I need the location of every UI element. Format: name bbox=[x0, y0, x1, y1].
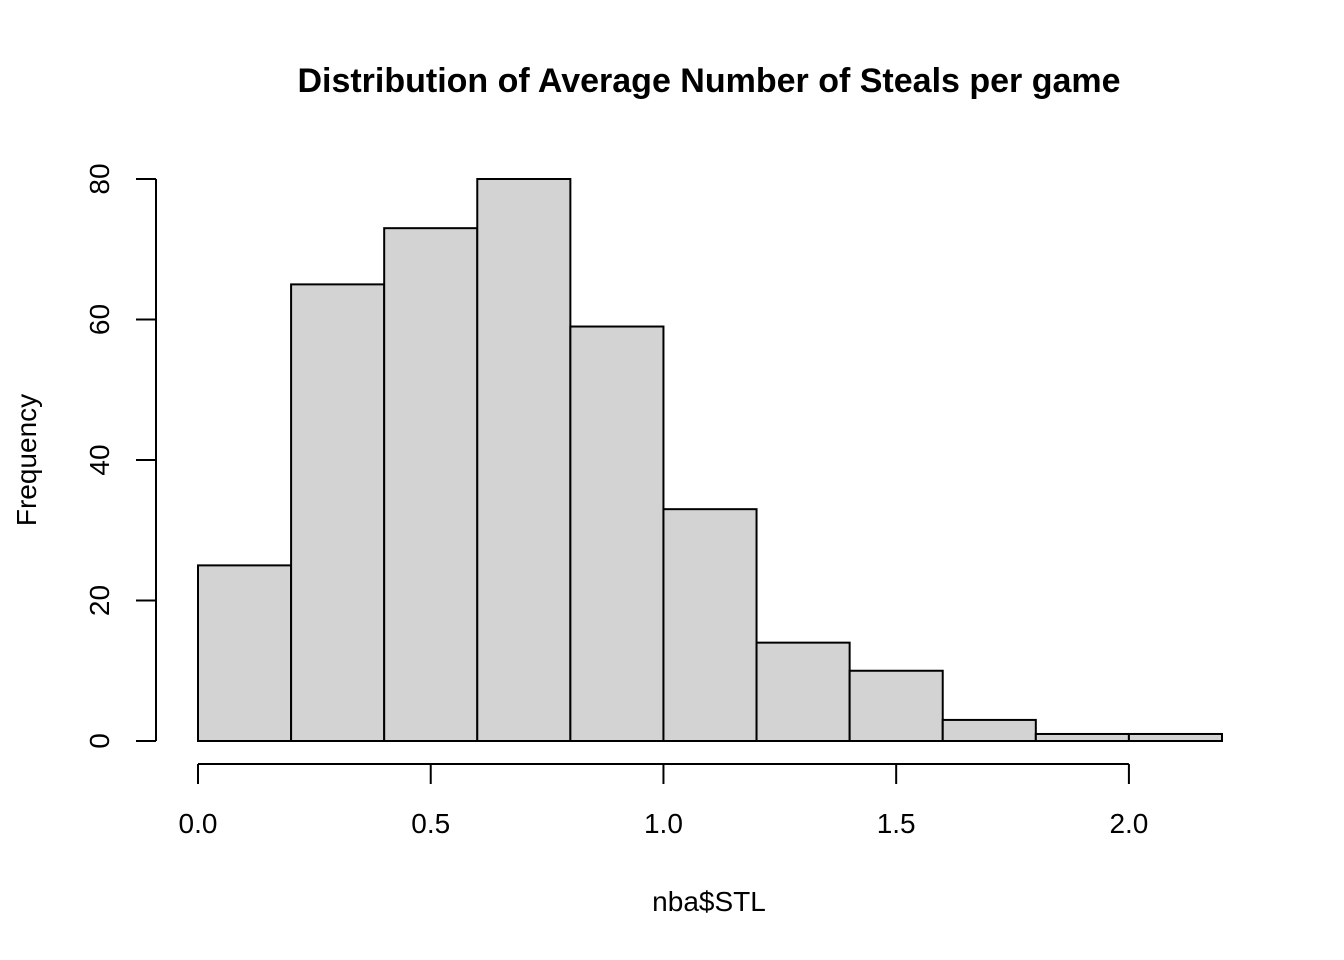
y-axis-tick-label: 40 bbox=[84, 444, 115, 475]
x-axis-tick-label: 1.0 bbox=[644, 808, 683, 839]
histogram-bar bbox=[1034, 732, 1130, 742]
x-axis-tick-label: 2.0 bbox=[1109, 808, 1148, 839]
x-axis-label: nba$STL bbox=[652, 886, 766, 917]
histogram-bar bbox=[290, 283, 386, 742]
histogram-bar bbox=[755, 641, 851, 743]
y-axis: 0 20 40 60 80 bbox=[84, 163, 157, 749]
histogram-bar bbox=[1127, 732, 1223, 742]
histogram-bar bbox=[941, 718, 1037, 742]
histogram-bar bbox=[848, 669, 944, 742]
y-axis-label: Frequency bbox=[11, 394, 42, 526]
x-axis-tick-label: 1.5 bbox=[877, 808, 916, 839]
histogram-bars bbox=[197, 178, 1223, 743]
histogram-bar bbox=[476, 178, 572, 742]
y-axis-tick-label: 80 bbox=[84, 163, 115, 194]
histogram-bar bbox=[569, 325, 665, 742]
histogram-bar bbox=[662, 508, 758, 742]
y-axis-tick-label: 0 bbox=[84, 733, 115, 749]
x-axis-tick-label: 0.0 bbox=[179, 808, 218, 839]
y-axis-tick-label: 20 bbox=[84, 585, 115, 616]
chart-title: Distribution of Average Number of Steals… bbox=[297, 62, 1120, 100]
x-axis: 0.0 0.5 1.0 1.5 2.0 bbox=[179, 763, 1148, 839]
histogram-bar bbox=[197, 564, 293, 742]
x-axis-tick-label: 0.5 bbox=[411, 808, 450, 839]
histogram-bar bbox=[383, 227, 479, 743]
y-axis-tick-label: 60 bbox=[84, 304, 115, 335]
